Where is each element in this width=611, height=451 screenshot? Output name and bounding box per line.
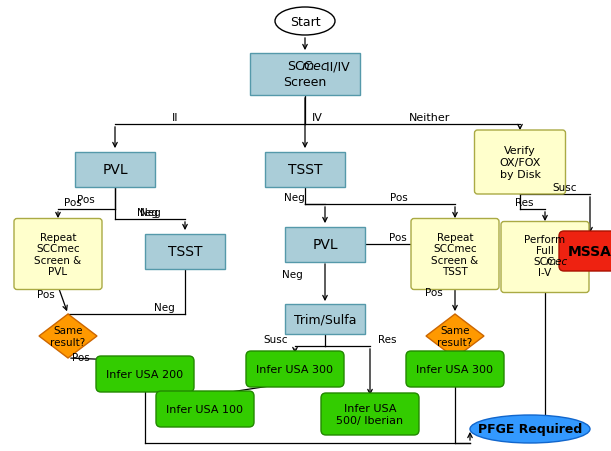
FancyBboxPatch shape — [145, 234, 225, 269]
Text: Pos: Pos — [37, 290, 55, 299]
Text: PVL: PVL — [102, 163, 128, 177]
Text: Susc: Susc — [263, 334, 288, 344]
Text: Verify
OX/FOX
by Disk: Verify OX/FOX by Disk — [499, 146, 541, 179]
Text: Repeat
SCCmec
Screen &
TSST: Repeat SCCmec Screen & TSST — [431, 232, 478, 277]
Text: Neg: Neg — [137, 207, 158, 217]
Text: Pos: Pos — [72, 352, 90, 362]
FancyBboxPatch shape — [156, 391, 254, 427]
Text: Neg: Neg — [284, 193, 305, 202]
Polygon shape — [426, 314, 484, 358]
Text: II/IV: II/IV — [322, 60, 349, 74]
Text: Screen: Screen — [284, 76, 327, 89]
FancyBboxPatch shape — [285, 227, 365, 262]
FancyBboxPatch shape — [406, 351, 504, 387]
Text: TSST: TSST — [288, 163, 322, 177]
Text: mec: mec — [546, 257, 568, 267]
Text: Perform: Perform — [524, 235, 566, 244]
Text: TSST: TSST — [168, 244, 202, 258]
FancyBboxPatch shape — [96, 356, 194, 392]
Text: Repeat
SCCmec
Screen &
PVL: Repeat SCCmec Screen & PVL — [34, 232, 82, 277]
Text: Infer USA 300: Infer USA 300 — [257, 364, 334, 374]
Text: Pos: Pos — [425, 287, 443, 297]
FancyBboxPatch shape — [250, 54, 360, 96]
Text: Same
result?: Same result? — [50, 326, 86, 347]
Text: Infer USA 300: Infer USA 300 — [417, 364, 494, 374]
Text: Pos: Pos — [390, 193, 408, 202]
Ellipse shape — [275, 8, 335, 36]
FancyBboxPatch shape — [501, 222, 589, 293]
FancyBboxPatch shape — [411, 219, 499, 290]
Text: IV: IV — [312, 113, 323, 123]
Text: Pos: Pos — [64, 198, 82, 207]
Text: PFGE Required: PFGE Required — [478, 423, 582, 436]
FancyBboxPatch shape — [265, 152, 345, 187]
Text: PVL: PVL — [312, 238, 338, 252]
Text: I-V: I-V — [538, 267, 552, 277]
FancyBboxPatch shape — [475, 131, 566, 194]
Text: SCC: SCC — [533, 257, 554, 267]
Text: Susc: Susc — [553, 183, 577, 193]
Text: Pos: Pos — [77, 194, 95, 205]
Text: Neg: Neg — [282, 269, 303, 279]
Text: Neg: Neg — [154, 302, 175, 312]
Text: Res: Res — [514, 198, 533, 207]
FancyBboxPatch shape — [75, 152, 155, 187]
FancyBboxPatch shape — [321, 393, 419, 435]
Text: Infer USA
500/ Iberian: Infer USA 500/ Iberian — [337, 403, 403, 425]
Text: Neither: Neither — [409, 113, 451, 123]
Text: Same
result?: Same result? — [437, 326, 473, 347]
Text: MSSA: MSSA — [568, 244, 611, 258]
Text: II: II — [172, 113, 178, 123]
FancyBboxPatch shape — [559, 231, 611, 272]
FancyBboxPatch shape — [246, 351, 344, 387]
Text: Full: Full — [536, 245, 554, 255]
FancyBboxPatch shape — [285, 304, 365, 334]
Polygon shape — [39, 314, 97, 358]
Text: SCC: SCC — [287, 60, 312, 74]
FancyBboxPatch shape — [14, 219, 102, 290]
Text: Infer USA 200: Infer USA 200 — [106, 369, 183, 379]
Ellipse shape — [470, 415, 590, 443]
Text: mec: mec — [302, 60, 329, 74]
Text: Neg: Neg — [140, 207, 161, 217]
Text: Start: Start — [290, 15, 320, 28]
Text: Res: Res — [378, 334, 397, 344]
Text: Pos: Pos — [389, 232, 407, 243]
Text: Infer USA 100: Infer USA 100 — [167, 404, 244, 414]
Text: Trim/Sulfa: Trim/Sulfa — [294, 313, 356, 326]
